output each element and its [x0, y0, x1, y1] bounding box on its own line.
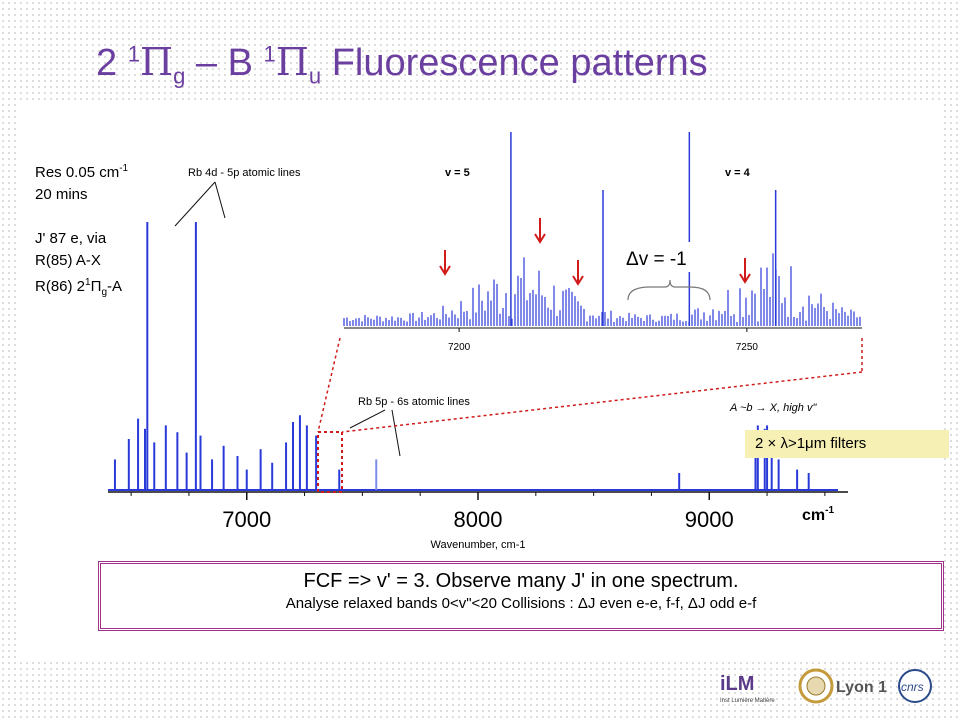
- svg-text:cnrs: cnrs: [901, 680, 924, 694]
- svg-text:Inst Lumière Matière: Inst Lumière Matière: [720, 698, 775, 704]
- pointer-line: [391, 409, 401, 457]
- main-spectrum: 7000 8000 9000 Wavenumber, cm-1 cm-1 A ~b → X…: [108, 167, 848, 551]
- red-arrowhead: [572, 275, 584, 286]
- svg-text:Lyon 1: Lyon 1: [836, 679, 887, 696]
- red-arrowhead: [439, 265, 451, 276]
- x-tick-label: 7000: [222, 507, 271, 532]
- lyon1-logo: Lyon 1: [798, 668, 887, 704]
- annotation-rb5p: Rb 5p - 6s atomic lines: [358, 396, 470, 408]
- zoom-region-box: [317, 431, 343, 493]
- zoom-line-left: [317, 337, 341, 433]
- inset-background: [340, 130, 872, 366]
- summary-line-2: Analyse relaxed bands 0<v"<20 Collisions…: [285, 595, 757, 612]
- experiment-info: Res 0.05 cm-1 20 mins J' 87 e, via R(85)…: [35, 163, 129, 298]
- delta-label: Δv = -1: [626, 249, 687, 270]
- svg-text:iLM: iLM: [720, 673, 754, 695]
- inset-x-tick-label: 7250: [736, 342, 759, 353]
- unit-label: cm-1: [802, 505, 834, 524]
- pointer-line: [174, 181, 216, 227]
- inset-spectrum: 7200 7250 v = 5 v = 4 Δv = -1: [340, 130, 872, 366]
- summary-line-1: FCF => v' = 3. Observe many J' in one sp…: [303, 570, 739, 592]
- x-tick-label: 8000: [454, 507, 503, 532]
- x-axis-label: Wavenumber, cm-1: [431, 539, 526, 551]
- red-arrowhead: [534, 233, 546, 244]
- ilm-logo: iLM Inst Lumière Matière: [720, 673, 775, 704]
- x-tick-label: 9000: [685, 507, 734, 532]
- annotation-rb4d: Rb 4d - 5p atomic lines: [188, 167, 301, 179]
- page-title: 2 1Πg – B 1Πu Fluorescence patterns: [96, 40, 708, 89]
- red-arrowhead: [739, 273, 751, 284]
- institution-logos: iLM Inst Lumière Matière Lyon 1 cnrs: [720, 668, 932, 704]
- pointer-line: [214, 181, 226, 219]
- annotation-band: A ~b → X, high v": [729, 402, 817, 414]
- delta-brace: [627, 279, 711, 301]
- band-label-v5: v = 5: [445, 167, 470, 179]
- band-label-v4: v = 4: [725, 167, 751, 179]
- cnrs-logo: cnrs: [898, 669, 932, 703]
- summary-box: FCF => v' = 3. Observe many J' in one sp…: [98, 561, 944, 631]
- pointer-line: [349, 409, 386, 429]
- inset-x-tick-label: 7200: [448, 342, 471, 353]
- unit-sup: -1: [825, 505, 834, 516]
- filters-label: 2 × λ>1μm filters: [745, 430, 949, 458]
- delta-label-bg: [620, 242, 712, 272]
